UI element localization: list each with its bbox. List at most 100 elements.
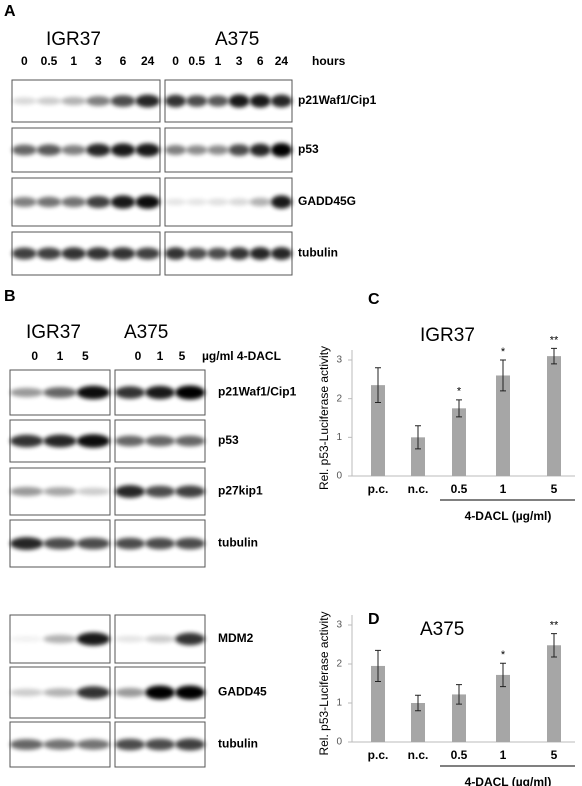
x-tick-label: p.c. [368,482,389,496]
blot-band [76,537,110,550]
time-label: 3 [95,54,102,68]
blot-band [115,435,145,447]
blot-band [270,195,292,209]
dose-label: 1 [157,349,164,363]
protein-label: p21Waf1/Cip1 [218,385,297,399]
y-tick-label: 3 [336,620,342,631]
blot-band [186,95,208,107]
bar [452,694,466,742]
blot-band [36,196,62,208]
dose-label: 0 [31,349,38,363]
blot-band [76,385,110,400]
y-tick-label: 0 [336,737,342,748]
blot-band [135,143,161,157]
bar [411,703,425,742]
blot-band [249,197,271,207]
error-bar [375,649,381,683]
blot-band [175,385,205,400]
y-tick-label: 1 [336,432,342,443]
blot-band [186,247,208,260]
blot-band [207,198,229,206]
blot-band [207,247,229,260]
blot-band [10,387,44,398]
bar [547,645,561,742]
dose-label: 1 [57,349,64,363]
error-bar [500,359,506,392]
blot-band [165,198,187,206]
y-tick-label: 0 [336,471,342,482]
blot-band [86,196,111,208]
blot-band [175,632,205,646]
protein-label: p53 [218,433,239,447]
time-label: 0.5 [188,54,205,68]
significance: * [457,386,462,398]
blot-band [175,435,205,447]
blot-band [135,247,161,260]
y-axis-label: Rel. p53-Luciferase activity [317,611,331,755]
x-tick-label: 0.5 [451,482,468,496]
x-tick-label: n.c. [408,482,429,496]
blot-band [10,486,44,497]
blot-band [135,94,161,108]
protein-label: MDM2 [218,631,254,645]
y-tick-label: 1 [336,698,342,709]
blot-band [270,94,292,108]
blot-band [36,247,62,260]
blot-band [135,195,161,209]
blot-band [165,94,187,108]
protein-label: tubulin [218,536,258,550]
blot-band [115,635,145,643]
group-label: 4-DACL (µg/ml) [465,509,552,523]
bar [371,385,385,476]
blot-band [36,97,62,105]
blot-band [76,686,110,699]
blot-band [249,94,271,108]
blot-band [12,247,37,260]
blot-band [145,485,175,498]
error-bar [500,662,506,688]
blot-band [186,198,208,206]
error-bar [551,633,557,658]
error-bar [415,694,421,712]
protein-label: p53 [298,142,319,156]
time-label: 3 [236,54,243,68]
error-bar [375,367,381,404]
dose-label: 5 [82,349,89,363]
time-label: 0 [172,54,179,68]
blot-band [249,247,271,260]
cell-line: IGR37 [26,322,81,343]
blot-band [207,145,229,155]
chart-title: IGR37 [420,325,475,346]
bar [496,375,510,476]
blot-band [61,247,86,260]
blot-band [61,96,86,106]
x-tick-label: 1 [500,748,507,762]
blot-band [10,635,44,643]
bar [411,437,425,476]
protein-label: GADD45 [218,685,267,699]
protein-label: p21Waf1/Cip1 [298,93,377,107]
bar [371,665,385,742]
panel-label: D [368,611,380,628]
blot-band [175,685,205,700]
time-label: 6 [120,54,127,68]
blot-band [175,537,205,550]
blot-band [43,537,77,550]
dose-label: 0 [135,349,142,363]
x-tick-label: p.c. [368,748,389,762]
blot-band [10,434,44,448]
blot-band [228,94,250,108]
blot-band [115,537,145,550]
y-tick-label: 2 [336,659,342,670]
time-label: 24 [275,54,289,68]
blot-band [10,537,44,550]
protein-label: tubulin [218,737,258,751]
blot-band [86,247,111,260]
chart-title: A375 [420,619,464,640]
group-label: 4-DACL (µg/ml) [465,775,552,786]
blot-band [270,143,292,157]
blot-band [186,145,208,155]
blot-band [76,434,110,448]
blot-band [110,95,136,107]
